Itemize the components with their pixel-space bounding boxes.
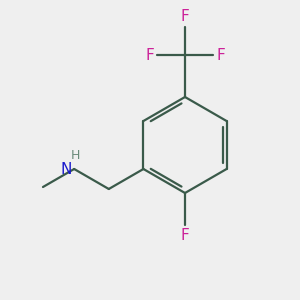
Text: F: F	[181, 9, 189, 24]
Text: F: F	[216, 47, 225, 62]
Text: H: H	[70, 149, 80, 162]
Text: N: N	[61, 163, 72, 178]
Text: F: F	[145, 47, 154, 62]
Text: F: F	[181, 228, 189, 243]
